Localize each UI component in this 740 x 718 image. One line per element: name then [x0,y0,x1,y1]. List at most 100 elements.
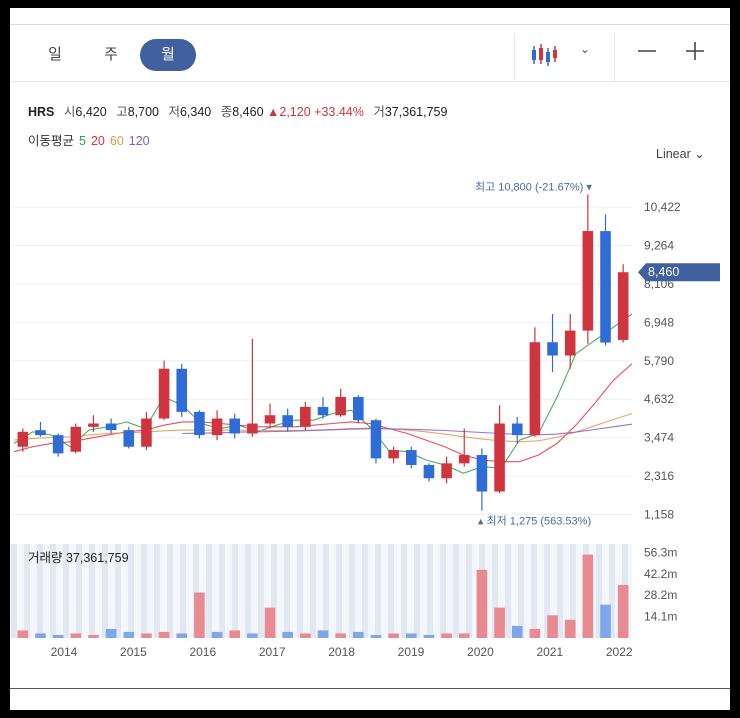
candle-body [405,450,417,465]
candle-body [564,330,576,356]
candle-body [529,342,541,436]
volume-bar [17,630,29,638]
x-axis-tick: 2022 [606,645,633,659]
candle-body [211,418,223,436]
x-axis-tick: 2020 [467,645,494,659]
chart-frame: 일 주 월 ⌄ HRS 시6,420 고8,700 저6,340 종8,460 … [10,8,730,710]
volume-bar [564,619,576,638]
volume-axis-tick: 28.2m [644,588,677,602]
candle-body [247,423,258,434]
price-axis-tick: 3,474 [644,431,674,445]
candle-body [158,368,170,419]
candle-body [264,415,276,424]
volume-bar [617,584,629,638]
tab-day[interactable]: 일 [48,46,62,63]
candle-body [600,231,611,343]
toolbar-separator [514,34,515,82]
volume-bar [600,604,611,638]
candle-body [17,431,29,447]
candle-body [176,368,188,412]
candle-body [35,430,46,436]
candle-body [52,435,64,454]
candle-chart-type-icon[interactable] [530,42,560,68]
volume-bar [88,634,99,638]
open-value: 6,420 [75,105,107,119]
volume-axis-tick: 56.3m [644,546,677,560]
symbol: HRS [28,105,55,119]
volume-bar [458,633,470,638]
candle-body [229,418,241,434]
candle-body [476,455,488,492]
candle-body [300,406,311,427]
volume-bar [247,633,258,638]
candle-body [141,418,152,447]
tab-month[interactable]: 월 [140,39,196,71]
volume-bar [405,633,417,638]
volume-bar [529,628,541,638]
candle-body [123,430,135,447]
high-label: 고 [116,105,128,119]
volume-bar [511,625,523,638]
tab-week[interactable]: 주 [104,46,118,63]
volume-bar [370,634,382,638]
volume-bar [229,630,241,638]
change-percent: +33.44% [314,105,364,119]
price-axis-tick: 10,422 [644,200,681,214]
zoom-out-icon[interactable] [634,38,660,64]
volume-bar [176,633,188,638]
volume-bar [211,631,223,638]
price-axis-tick: 4,632 [644,392,674,406]
volume-bar [70,633,82,638]
low-value: 6,340 [179,105,212,119]
candle-body [547,342,558,356]
candle-body [353,396,364,421]
close-label: 종 [220,105,233,119]
change-value: ▲2,120 [267,105,311,119]
chevron-down-icon[interactable]: ⌄ [580,42,591,56]
volume-bar [547,615,558,638]
volume-axis-tick: 14.1m [644,610,677,624]
volume-label: 거 [373,105,385,119]
candle-body [441,463,452,479]
open-label: 시 [63,105,76,119]
toolbar-separator-2 [614,34,615,82]
candle-body [494,423,505,492]
high-value: 8,700 [127,105,159,119]
candle-body [88,423,99,427]
low-label: 저 [168,105,180,119]
candle-body [458,455,470,464]
ma-20[interactable]: 20 [90,134,105,148]
volume-bar [441,633,452,638]
volume-bar [582,554,594,638]
volume-bar [264,607,276,638]
ma-label: 이동평균 [28,134,75,148]
volume-bar [35,633,46,638]
x-axis-tick: 2017 [259,645,286,659]
volume-bar [194,592,205,638]
price-chart[interactable]: 10,4229,2648,1066,9485,7904,6323,4742,31… [10,8,730,710]
last-price-tag [638,263,720,282]
candle-body [511,423,523,436]
candle-body [388,450,399,459]
ma-5[interactable]: 5 [79,134,86,148]
volume-bar [476,569,488,638]
volume-bar [317,630,329,638]
price-axis-tick: 6,948 [644,315,674,329]
x-axis-tick: 2015 [120,645,147,659]
volume-bar [388,633,399,638]
volume-axis-tick: 42.2m [644,567,677,581]
candle-body [105,423,117,431]
moving-average-legend: 이동평균 5 20 60 120 [28,130,150,149]
volume-bar [123,631,135,638]
ma-60[interactable]: 60 [109,134,124,148]
ma-120[interactable]: 120 [128,134,150,148]
volume-bar [141,633,152,638]
close-value: 8,460 [232,105,264,119]
scale-select[interactable]: Linear ⌄ [656,146,705,161]
candle-body [582,231,594,331]
volume-bar [423,634,435,638]
candle-body [370,420,382,459]
volume-bar [335,633,346,638]
zoom-in-icon[interactable] [682,38,708,64]
price-axis-tick: 1,158 [644,507,674,521]
